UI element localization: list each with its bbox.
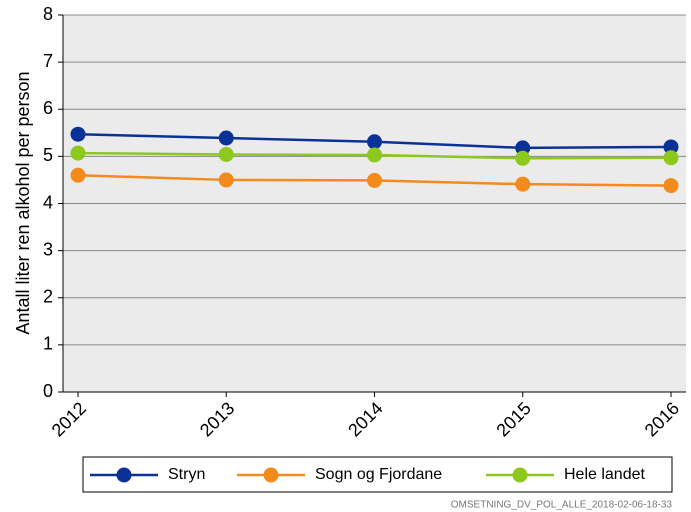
legend-label: Stryn — [168, 466, 205, 483]
y-tick-label: 8 — [43, 4, 53, 24]
legend-label: Hele landet — [564, 466, 646, 483]
point — [70, 126, 86, 142]
y-tick-label: 1 — [43, 334, 53, 354]
legend-marker — [116, 467, 132, 483]
legend-marker — [263, 467, 279, 483]
point — [70, 145, 86, 161]
y-axis-label: Antall liter ren alkohol per person — [13, 71, 33, 334]
point — [70, 167, 86, 183]
point — [367, 172, 382, 188]
footnote: OMSETNING_DV_POL_ALLE_2018-02-06-18-33 — [451, 500, 673, 511]
point — [367, 134, 382, 150]
x-tick-label: 2015 — [492, 398, 534, 440]
y-tick-label: 6 — [43, 98, 53, 118]
x-tick-label: 2012 — [48, 398, 90, 440]
y-tick-label: 5 — [43, 145, 53, 165]
legend — [82, 456, 673, 493]
y-tick-label: 7 — [43, 51, 53, 71]
point — [367, 147, 382, 163]
point — [663, 178, 679, 194]
point — [515, 140, 531, 156]
point — [663, 139, 679, 155]
point — [515, 176, 531, 192]
legend-label: Sogn og Fjordane — [315, 466, 442, 483]
y-tick-label: 0 — [43, 381, 53, 401]
point — [218, 146, 234, 162]
y-tick-label: 4 — [43, 192, 53, 212]
x-tick-label: 2014 — [344, 398, 386, 440]
legend-marker — [512, 467, 528, 483]
point — [663, 150, 679, 166]
point — [218, 172, 234, 188]
x-tick-label: 2013 — [196, 398, 238, 440]
point — [515, 150, 531, 166]
y-tick-label: 2 — [43, 287, 53, 307]
point — [218, 130, 234, 146]
x-tick-label: 2016 — [641, 398, 683, 440]
y-tick-label: 3 — [43, 239, 53, 259]
